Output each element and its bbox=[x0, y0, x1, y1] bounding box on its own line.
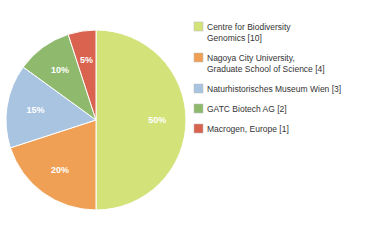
slices bbox=[6, 30, 186, 210]
legend: Centre for BiodiversityGenomics [10] Nago… bbox=[194, 22, 341, 134]
slice-label: 15% bbox=[27, 105, 45, 115]
legend-label-line: Naturhistorisches Museum Wien [3] bbox=[207, 84, 341, 94]
legend-label: Macrogen, Europe [1] bbox=[207, 124, 289, 134]
legend-label-line: Macrogen, Europe [1] bbox=[207, 124, 289, 134]
legend-label-line: GATC Biotech AG [2] bbox=[207, 104, 287, 114]
legend-swatch bbox=[194, 104, 203, 113]
pie-slice bbox=[96, 30, 186, 210]
legend-label-line: Centre for Biodiversity bbox=[207, 22, 291, 32]
slice-label: 5% bbox=[80, 55, 93, 65]
legend-swatch bbox=[194, 22, 203, 31]
legend-label-line: Graduate School of Science [4] bbox=[207, 64, 325, 74]
legend-label: GATC Biotech AG [2] bbox=[207, 104, 287, 114]
chart-container: 50% 20% 15% 10% 5% Centre for BiodiversityGen… bbox=[0, 0, 380, 240]
legend-label: Naturhistorisches Museum Wien [3] bbox=[207, 84, 341, 94]
legend-label-line: Nagoya City University, bbox=[207, 53, 295, 63]
slice-label: 20% bbox=[51, 165, 69, 175]
legend-swatch bbox=[194, 53, 203, 62]
legend-label-line: Genomics [10] bbox=[207, 33, 262, 43]
slice-label: 10% bbox=[51, 65, 69, 75]
legend-label: Nagoya City University,Graduate School o… bbox=[207, 53, 325, 74]
pie-slice bbox=[68, 30, 96, 120]
legend-label: Centre for BiodiversityGenomics [10] bbox=[207, 22, 291, 43]
legend-swatch bbox=[194, 124, 203, 133]
legend-swatch bbox=[194, 84, 203, 93]
chart: 50% 20% 15% 10% 5% Centre for BiodiversityGen… bbox=[0, 0, 380, 240]
slice-labels: 50% 20% 15% 10% 5% bbox=[27, 55, 167, 175]
slice-label: 50% bbox=[148, 115, 166, 125]
